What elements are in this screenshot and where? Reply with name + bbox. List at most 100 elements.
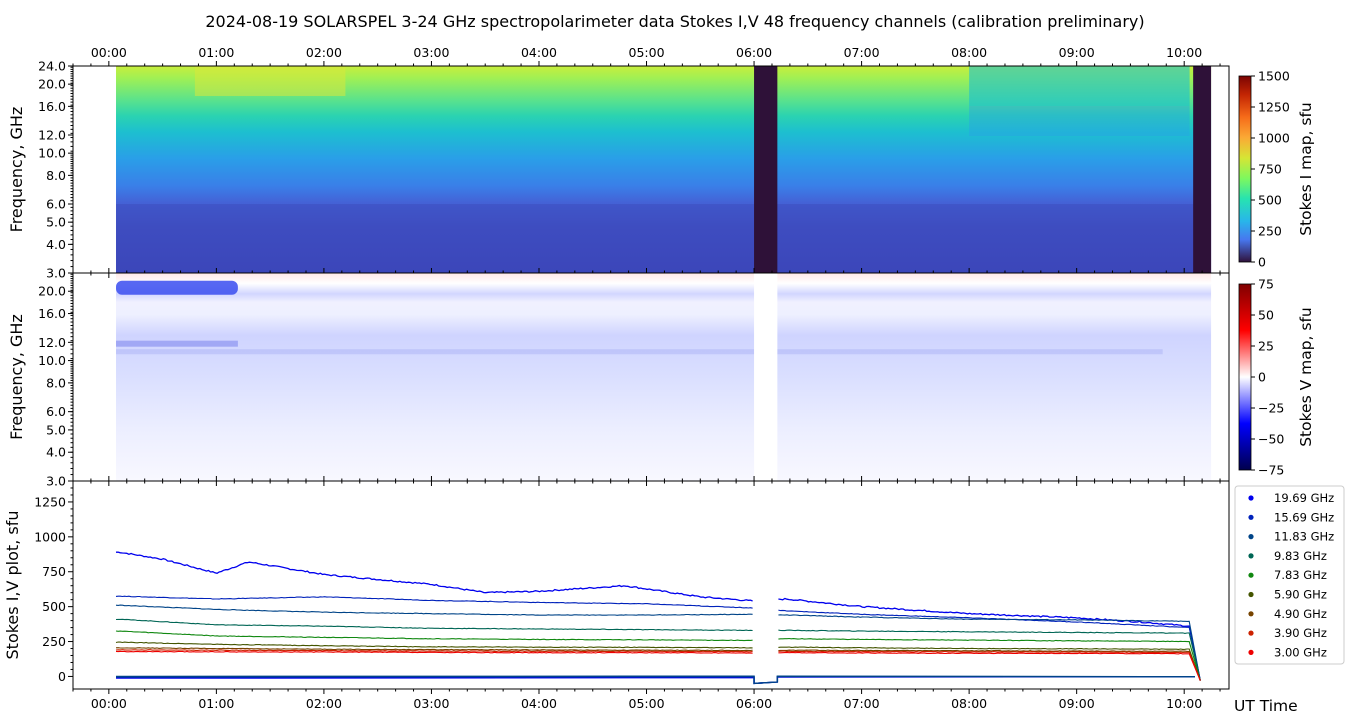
colorbar-tick-label: 1250 [1258, 100, 1290, 115]
stokes-v-band [116, 349, 1163, 355]
legend-entry: 9.83 GHz [1274, 549, 1327, 563]
colorbar-tick-label: 25 [1258, 339, 1274, 354]
series-line-1969 [115, 551, 1201, 681]
legend-marker [1248, 649, 1254, 656]
x-tick-label: 06:00 [736, 696, 772, 711]
stokes-iv-frame [72, 480, 1230, 690]
y-tick-label: 4.0 [46, 445, 66, 460]
y-tick-label: 250 [42, 634, 66, 649]
legend-entry: 7.83 GHz [1274, 568, 1327, 582]
x-tick-label: 09:00 [1059, 45, 1095, 60]
y-tick-label: 24.0 [38, 59, 66, 74]
stokes-v-data-gap [754, 273, 778, 481]
x-tick-label: 05:00 [629, 696, 665, 711]
colorbar-tick-label: 0 [1258, 370, 1266, 385]
series-line-300 [115, 650, 1201, 681]
x-tick-label: 02:00 [306, 45, 342, 60]
y-tick-label: 10.0 [38, 146, 66, 161]
y-tick-label: 750 [42, 564, 66, 579]
stokes-i-decline [969, 66, 1190, 106]
colorbar-tick-label: 50 [1258, 308, 1274, 323]
y-tick-label: 1000 [34, 529, 66, 544]
series-line-983 [115, 618, 1201, 681]
stokes-i-colorbar-label: Stokes I map, sfu [1297, 102, 1315, 236]
y-tick-label: 20.0 [38, 77, 66, 92]
series-line-490 [115, 647, 1201, 681]
x-tick-label: 08:00 [951, 696, 987, 711]
colorbar-tick-label: 0 [1258, 255, 1266, 270]
x-tick-label: 09:00 [1059, 696, 1095, 711]
x-tick-label: 02:00 [306, 696, 342, 711]
stokes-i-y-label: Frequency, GHz [7, 107, 26, 233]
x-tick-label: 07:00 [844, 45, 880, 60]
x-tick-label: 05:00 [629, 45, 665, 60]
stokes-v-colorbar-label: Stokes V map, sfu [1297, 307, 1315, 447]
x-tick-label: 10:00 [1166, 45, 1202, 60]
legend-marker [1248, 534, 1254, 540]
y-tick-label: 8.0 [46, 375, 66, 390]
legend-marker [1248, 572, 1254, 578]
legend: 19.69 GHz 15.69 GHz 11.83 GHz 9.83 GHz 7.83 … [1234, 485, 1345, 665]
series-line-783 [115, 630, 1201, 681]
stokes-i-colorbar [1238, 75, 1252, 263]
stokes-i-decline [969, 106, 1190, 136]
y-tick-label: 8.0 [46, 168, 66, 183]
stokes-iv-y-label: Stokes I,V plot, sfu [3, 511, 22, 660]
y-tick-label: 1250 [34, 494, 66, 509]
legend-marker [1248, 495, 1254, 501]
y-tick-label: 3.0 [46, 474, 66, 489]
legend-entry: 11.83 GHz [1274, 530, 1334, 544]
colorbar-tick-label: −50 [1258, 432, 1284, 447]
y-tick-label: 4.0 [46, 237, 66, 252]
figure-title: 2024-08-19 SOLARSPEL 3-24 GHz spectropol… [205, 12, 1144, 31]
y-tick-label: 3.0 [46, 266, 66, 281]
colorbar-tick-label: −75 [1258, 463, 1284, 478]
legend-box [1234, 485, 1345, 665]
y-tick-label: 5.0 [46, 215, 66, 230]
stokes-v-strong-feature [116, 280, 238, 295]
y-tick-label: 16.0 [38, 99, 66, 114]
x-tick-label: 00:00 [91, 696, 127, 711]
legend-entry: 4.90 GHz [1274, 607, 1327, 621]
x-tick-label: 04:00 [521, 45, 557, 60]
stokes-v-trace [116, 675, 1195, 685]
x-tick-label: 06:00 [736, 45, 772, 60]
colorbar-tick-label: 75 [1258, 277, 1274, 292]
y-tick-label: 6.0 [46, 197, 66, 212]
legend-marker [1248, 514, 1254, 520]
x-axis-label: UT Time [1234, 697, 1298, 715]
x-tick-label: 01:00 [198, 45, 234, 60]
y-tick-label: 5.0 [46, 422, 66, 437]
series-line-390 [115, 649, 1201, 681]
stokes-i-low-band [116, 204, 1212, 273]
x-tick-label: 03:00 [413, 696, 449, 711]
stokes-iv-plot-panel: 00:00 01:00 02:00 03:00 04:00 05:00 06:00 07:00… [3, 476, 1298, 715]
series-line-1183 [115, 604, 1201, 681]
stokes-v-trace [116, 675, 1195, 685]
y-tick-label: 0 [58, 669, 66, 684]
colorbar-tick-label: −25 [1258, 401, 1284, 416]
x-tick-label: 07:00 [844, 696, 880, 711]
stokes-v-band [116, 340, 238, 347]
y-tick-label: 12.0 [38, 128, 66, 143]
x-tick-label: 10:00 [1166, 696, 1202, 711]
stokes-v-colorbar [1238, 283, 1252, 471]
series-line-590 [115, 641, 1201, 681]
legend-marker [1248, 591, 1254, 598]
series-line-1569 [115, 595, 1201, 681]
colorbar-tick-label: 1000 [1258, 131, 1290, 146]
colorbar-tick-label: 250 [1258, 224, 1282, 239]
legend-entry: 15.69 GHz [1274, 510, 1334, 524]
stokes-i-map-panel: 00:00 01:00 02:00 03:00 04:00 05:00 06:00 07:00… [7, 45, 1230, 281]
stokes-i-data-gap [754, 66, 778, 273]
colorbar-tick-label: 1500 [1258, 69, 1290, 84]
legend-marker [1248, 553, 1254, 559]
legend-entry: 5.90 GHz [1274, 588, 1327, 602]
x-tick-label: 08:00 [951, 45, 987, 60]
y-tick-label: 12.0 [38, 335, 66, 350]
legend-marker [1248, 630, 1254, 636]
colorbar-tick-label: 500 [1258, 193, 1282, 208]
colorbar-tick-label: 750 [1258, 162, 1282, 177]
